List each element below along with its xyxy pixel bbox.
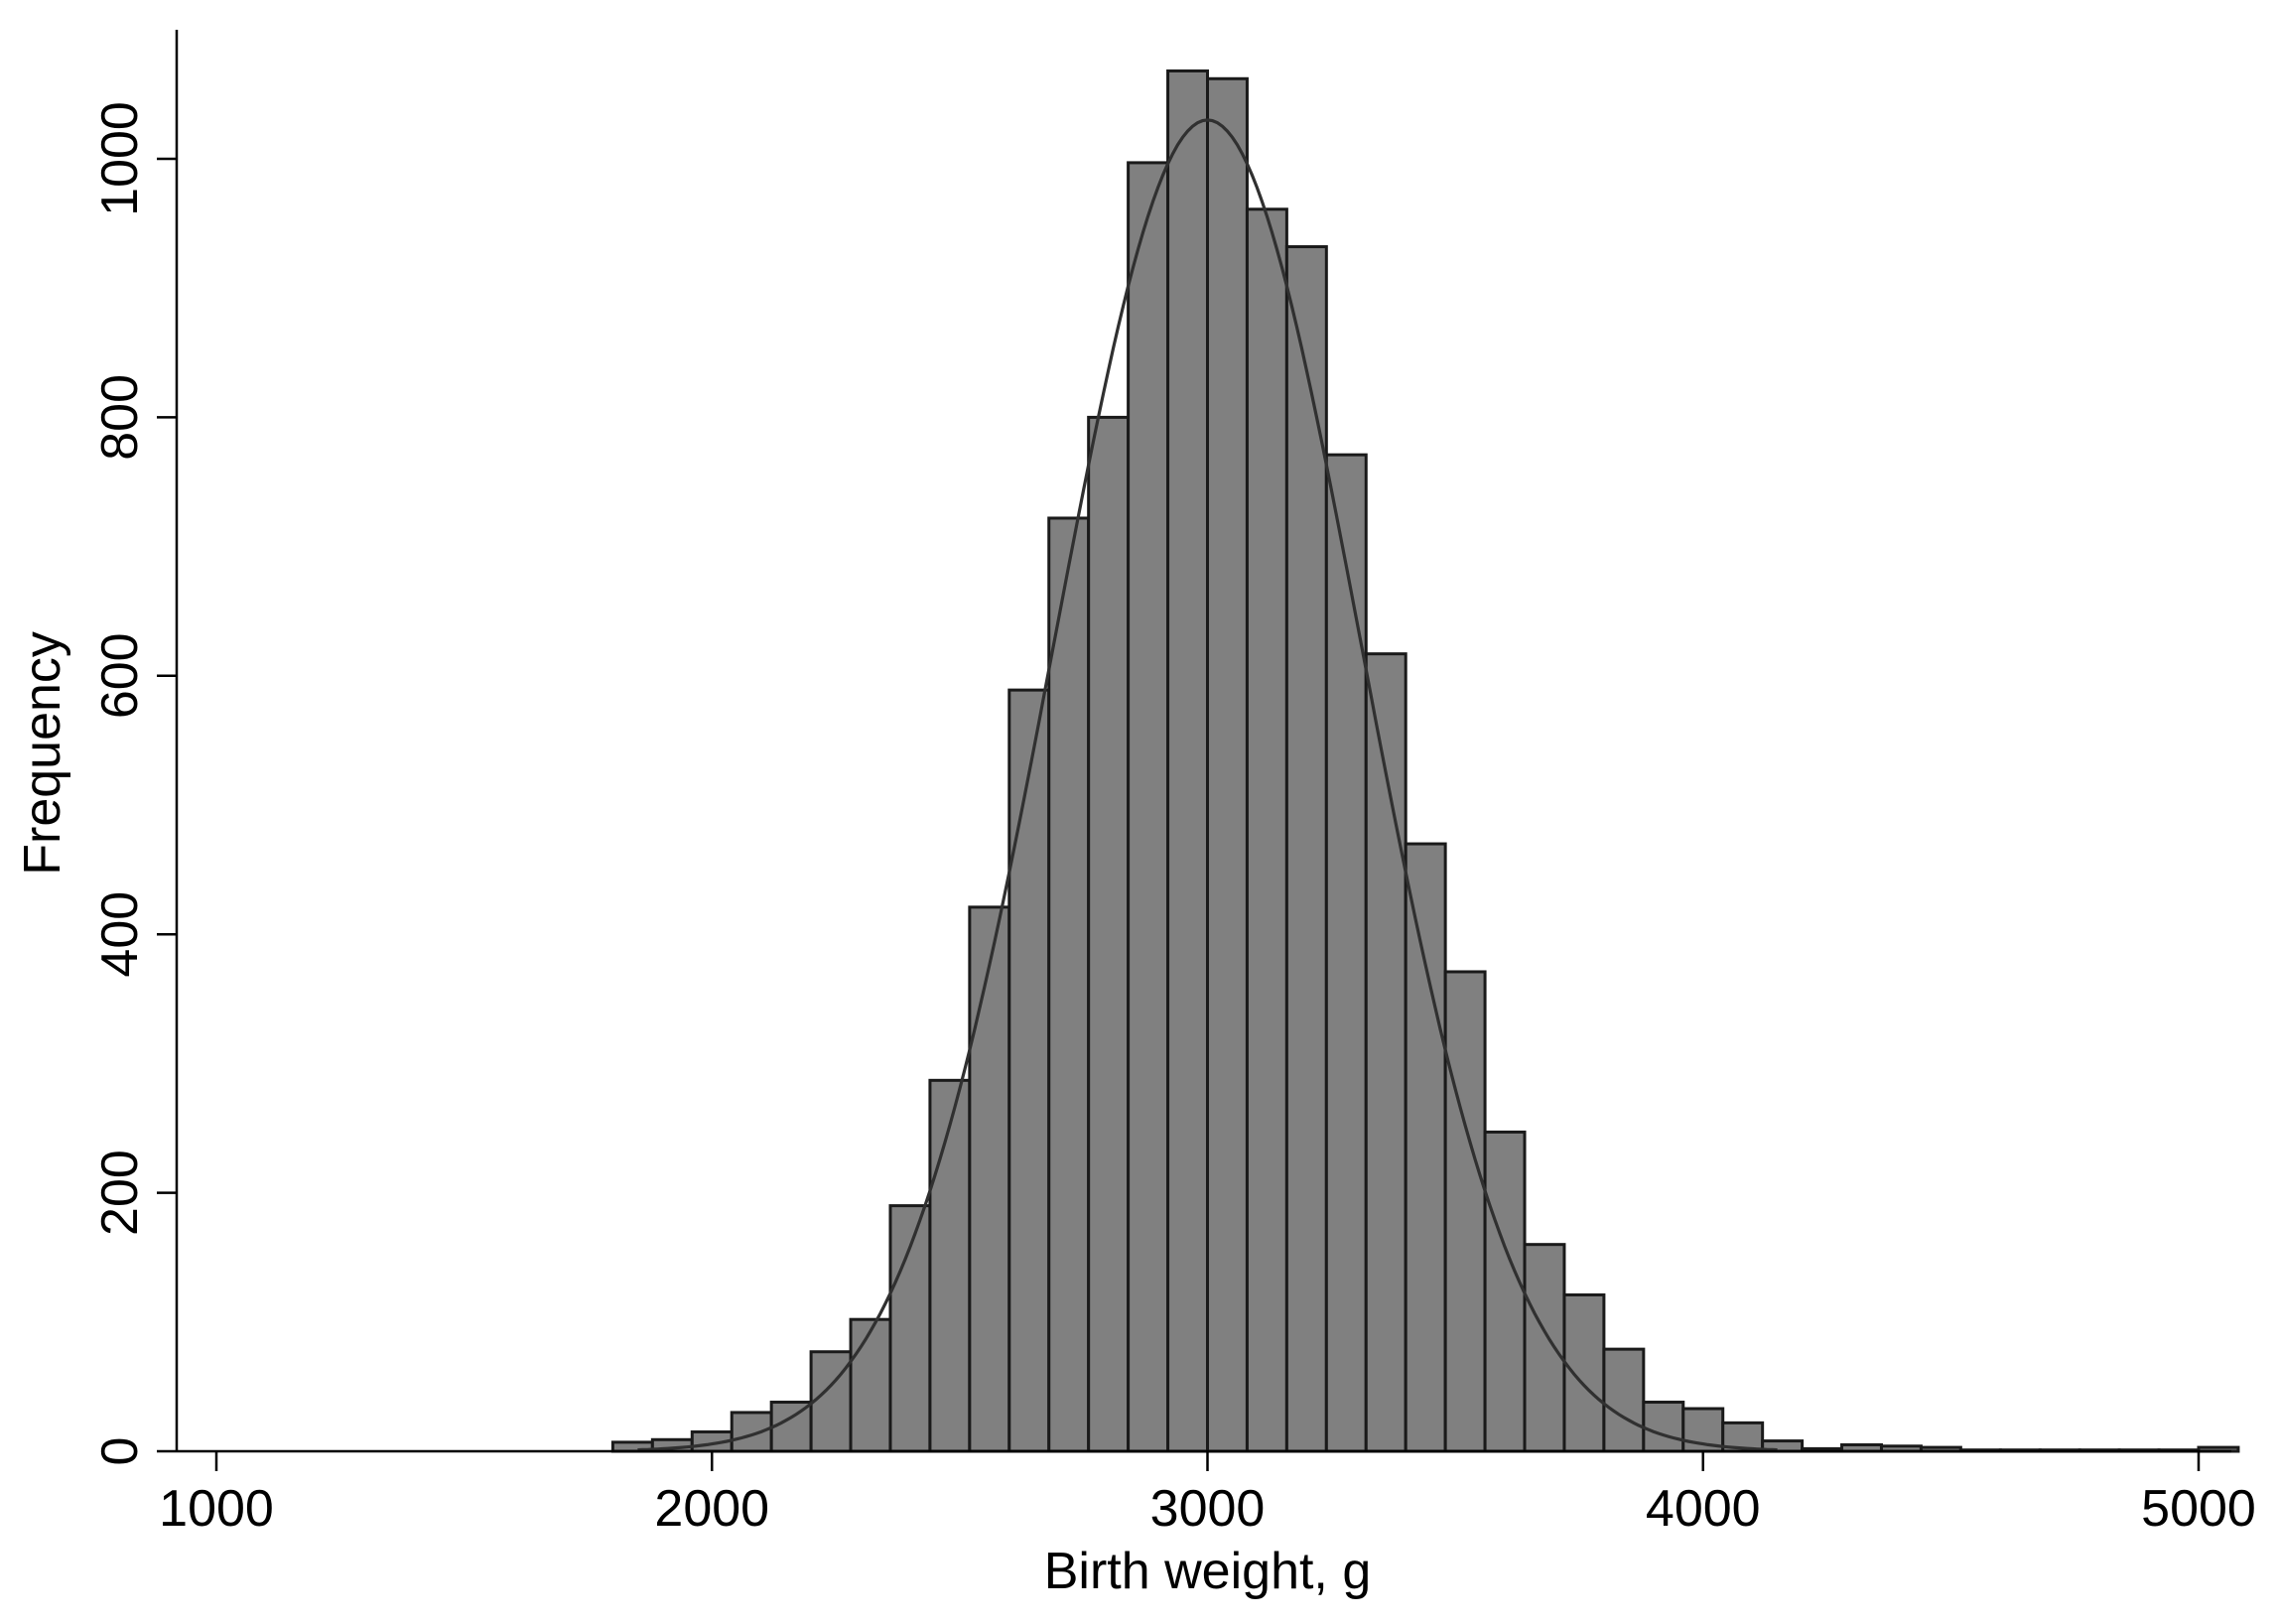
x-tick-label: 4000 — [1646, 1480, 1761, 1538]
histogram-bar — [968, 905, 1011, 1453]
y-tick-label: 1000 — [91, 101, 149, 216]
histogram-bar — [1324, 453, 1368, 1453]
histogram-bar — [1047, 516, 1091, 1453]
x-tick-label: 3000 — [1150, 1480, 1266, 1538]
histogram-bar — [1642, 1401, 1685, 1453]
histogram-bar — [1523, 1243, 1566, 1453]
y-tick-label: 0 — [91, 1437, 149, 1466]
histogram-bar — [1483, 1130, 1527, 1453]
histogram-bar — [1245, 207, 1288, 1453]
histogram-bar — [1443, 970, 1487, 1453]
histogram-bar — [1602, 1347, 1646, 1453]
y-axis-label: Frequency — [14, 631, 71, 876]
histogram-bar — [1206, 76, 1249, 1453]
normal-density-curve — [637, 118, 1778, 1452]
x-axis-label: Birth weight, g — [1044, 1543, 1372, 1600]
histogram-bar — [809, 1350, 853, 1453]
histogram-bar — [1284, 245, 1328, 1453]
y-tick-label: 600 — [91, 632, 149, 719]
y-tick-label: 200 — [91, 1150, 149, 1236]
histogram-bar — [1166, 68, 1210, 1453]
histogram-bar — [1087, 415, 1131, 1453]
histogram-bar — [730, 1411, 773, 1453]
y-tick-label: 400 — [91, 891, 149, 978]
x-axis-ticks: 1000 2000 3000 4000 5000 — [159, 1451, 2256, 1538]
histogram-bar — [928, 1078, 972, 1453]
histogram-bar — [1404, 842, 1447, 1453]
y-axis-ticks: 0 200 400 600 800 1000 — [91, 101, 177, 1465]
histogram-bar — [1562, 1292, 1606, 1453]
histogram-bar — [1364, 652, 1407, 1453]
x-tick-label: 1000 — [159, 1480, 274, 1538]
histogram-bar — [1007, 688, 1051, 1453]
x-tick-label: 5000 — [2141, 1480, 2256, 1538]
histogram-bar — [1127, 161, 1170, 1453]
histogram-bar — [849, 1317, 892, 1453]
y-tick-label: 800 — [91, 374, 149, 461]
histogram-bars — [610, 68, 2240, 1453]
x-tick-label: 2000 — [654, 1480, 769, 1538]
